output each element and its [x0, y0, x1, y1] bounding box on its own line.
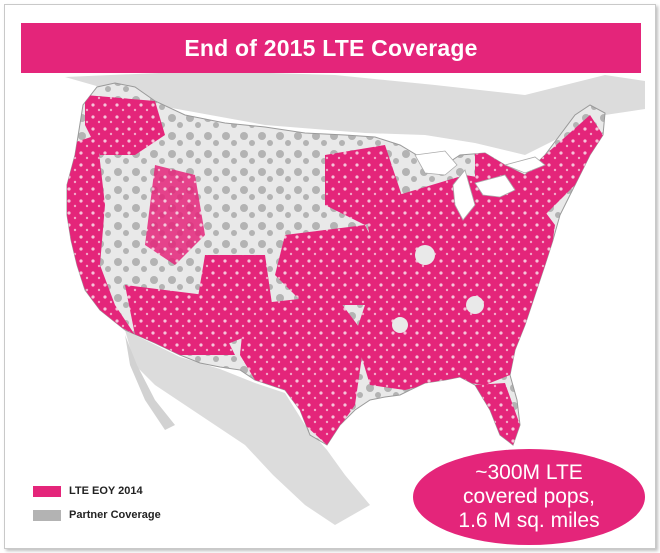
legend-label-partner: Partner Coverage: [69, 509, 161, 521]
canada-land: [65, 71, 645, 155]
legend-item-lte: LTE EOY 2014: [33, 479, 161, 503]
partner-swatch: [33, 509, 61, 521]
callout-line-1: ~300M LTE: [475, 461, 583, 484]
map-legend: LTE EOY 2014 Partner Coverage: [33, 479, 161, 527]
coverage-stats-callout: ~300M LTE covered pops, 1.6 M sq. miles: [413, 449, 645, 545]
callout-line-3: 1.6 M sq. miles: [458, 509, 600, 532]
title-banner: End of 2015 LTE Coverage: [21, 23, 641, 73]
lte-swatch: [33, 485, 61, 497]
legend-item-partner: Partner Coverage: [33, 503, 161, 527]
mexico-land: [125, 330, 370, 525]
us-coverage-map: [65, 71, 645, 525]
great-lakes: [414, 150, 546, 221]
baja-peninsula: [125, 335, 175, 430]
legend-label-lte: LTE EOY 2014: [69, 485, 143, 497]
lte-coverage-areas: [67, 95, 603, 445]
map-title: End of 2015 LTE Coverage: [184, 34, 478, 61]
coverage-map-frame: End of 2015 LTE Coverage LTE EOY 2014 Pa…: [4, 4, 656, 549]
callout-line-2: covered pops,: [463, 485, 595, 508]
